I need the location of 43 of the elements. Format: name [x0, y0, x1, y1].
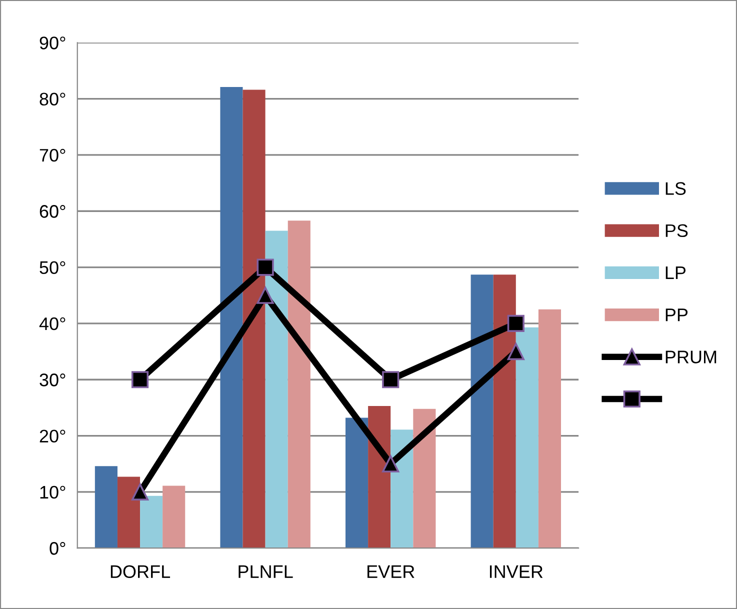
point: [507, 342, 524, 360]
bar: [346, 418, 368, 548]
legend-label: LP: [666, 266, 686, 279]
bar: [516, 327, 538, 548]
y-tick-label: 90°: [40, 36, 66, 50]
y-tick-label: 10°: [40, 486, 66, 499]
bar: [413, 408, 436, 548]
y-tick-label: 20°: [40, 430, 66, 442]
bar: [162, 486, 186, 548]
y-tick-label: 70°: [40, 148, 66, 162]
bar: [94, 466, 118, 548]
bar: [242, 90, 266, 548]
legend-label: PRUM: [666, 350, 716, 364]
y-tick-label: 80°: [40, 92, 66, 106]
y-tick-label: 40°: [39, 317, 66, 330]
bar: [220, 87, 243, 548]
point: [382, 371, 400, 388]
x-tick-label: INVER: [490, 565, 543, 578]
bar: [288, 220, 310, 548]
y-tick-label: 60°: [40, 205, 66, 218]
point: [256, 258, 274, 276]
x-tick-label: DORFL: [110, 565, 170, 578]
point: [131, 483, 149, 500]
x-tick-label: PLNFL: [238, 565, 293, 578]
bar: [470, 274, 494, 548]
legend-label: PS: [666, 224, 688, 238]
bar: [368, 406, 391, 548]
bar: [117, 476, 140, 548]
bar: [140, 496, 163, 548]
point: [256, 286, 274, 304]
y-tick-label: 50°: [40, 261, 66, 274]
point: [507, 314, 524, 332]
x-tick-label: EVER: [368, 565, 414, 578]
bar: [493, 274, 516, 548]
bar: [265, 230, 288, 548]
y-tick-label: 0°: [50, 542, 66, 555]
bar: [390, 430, 414, 548]
legend-label: PP: [666, 308, 688, 322]
point: [382, 455, 400, 472]
legend-label: LS: [666, 182, 686, 195]
point: [131, 371, 149, 388]
bar: [538, 309, 562, 548]
y-tick-label: 30°: [40, 374, 66, 386]
